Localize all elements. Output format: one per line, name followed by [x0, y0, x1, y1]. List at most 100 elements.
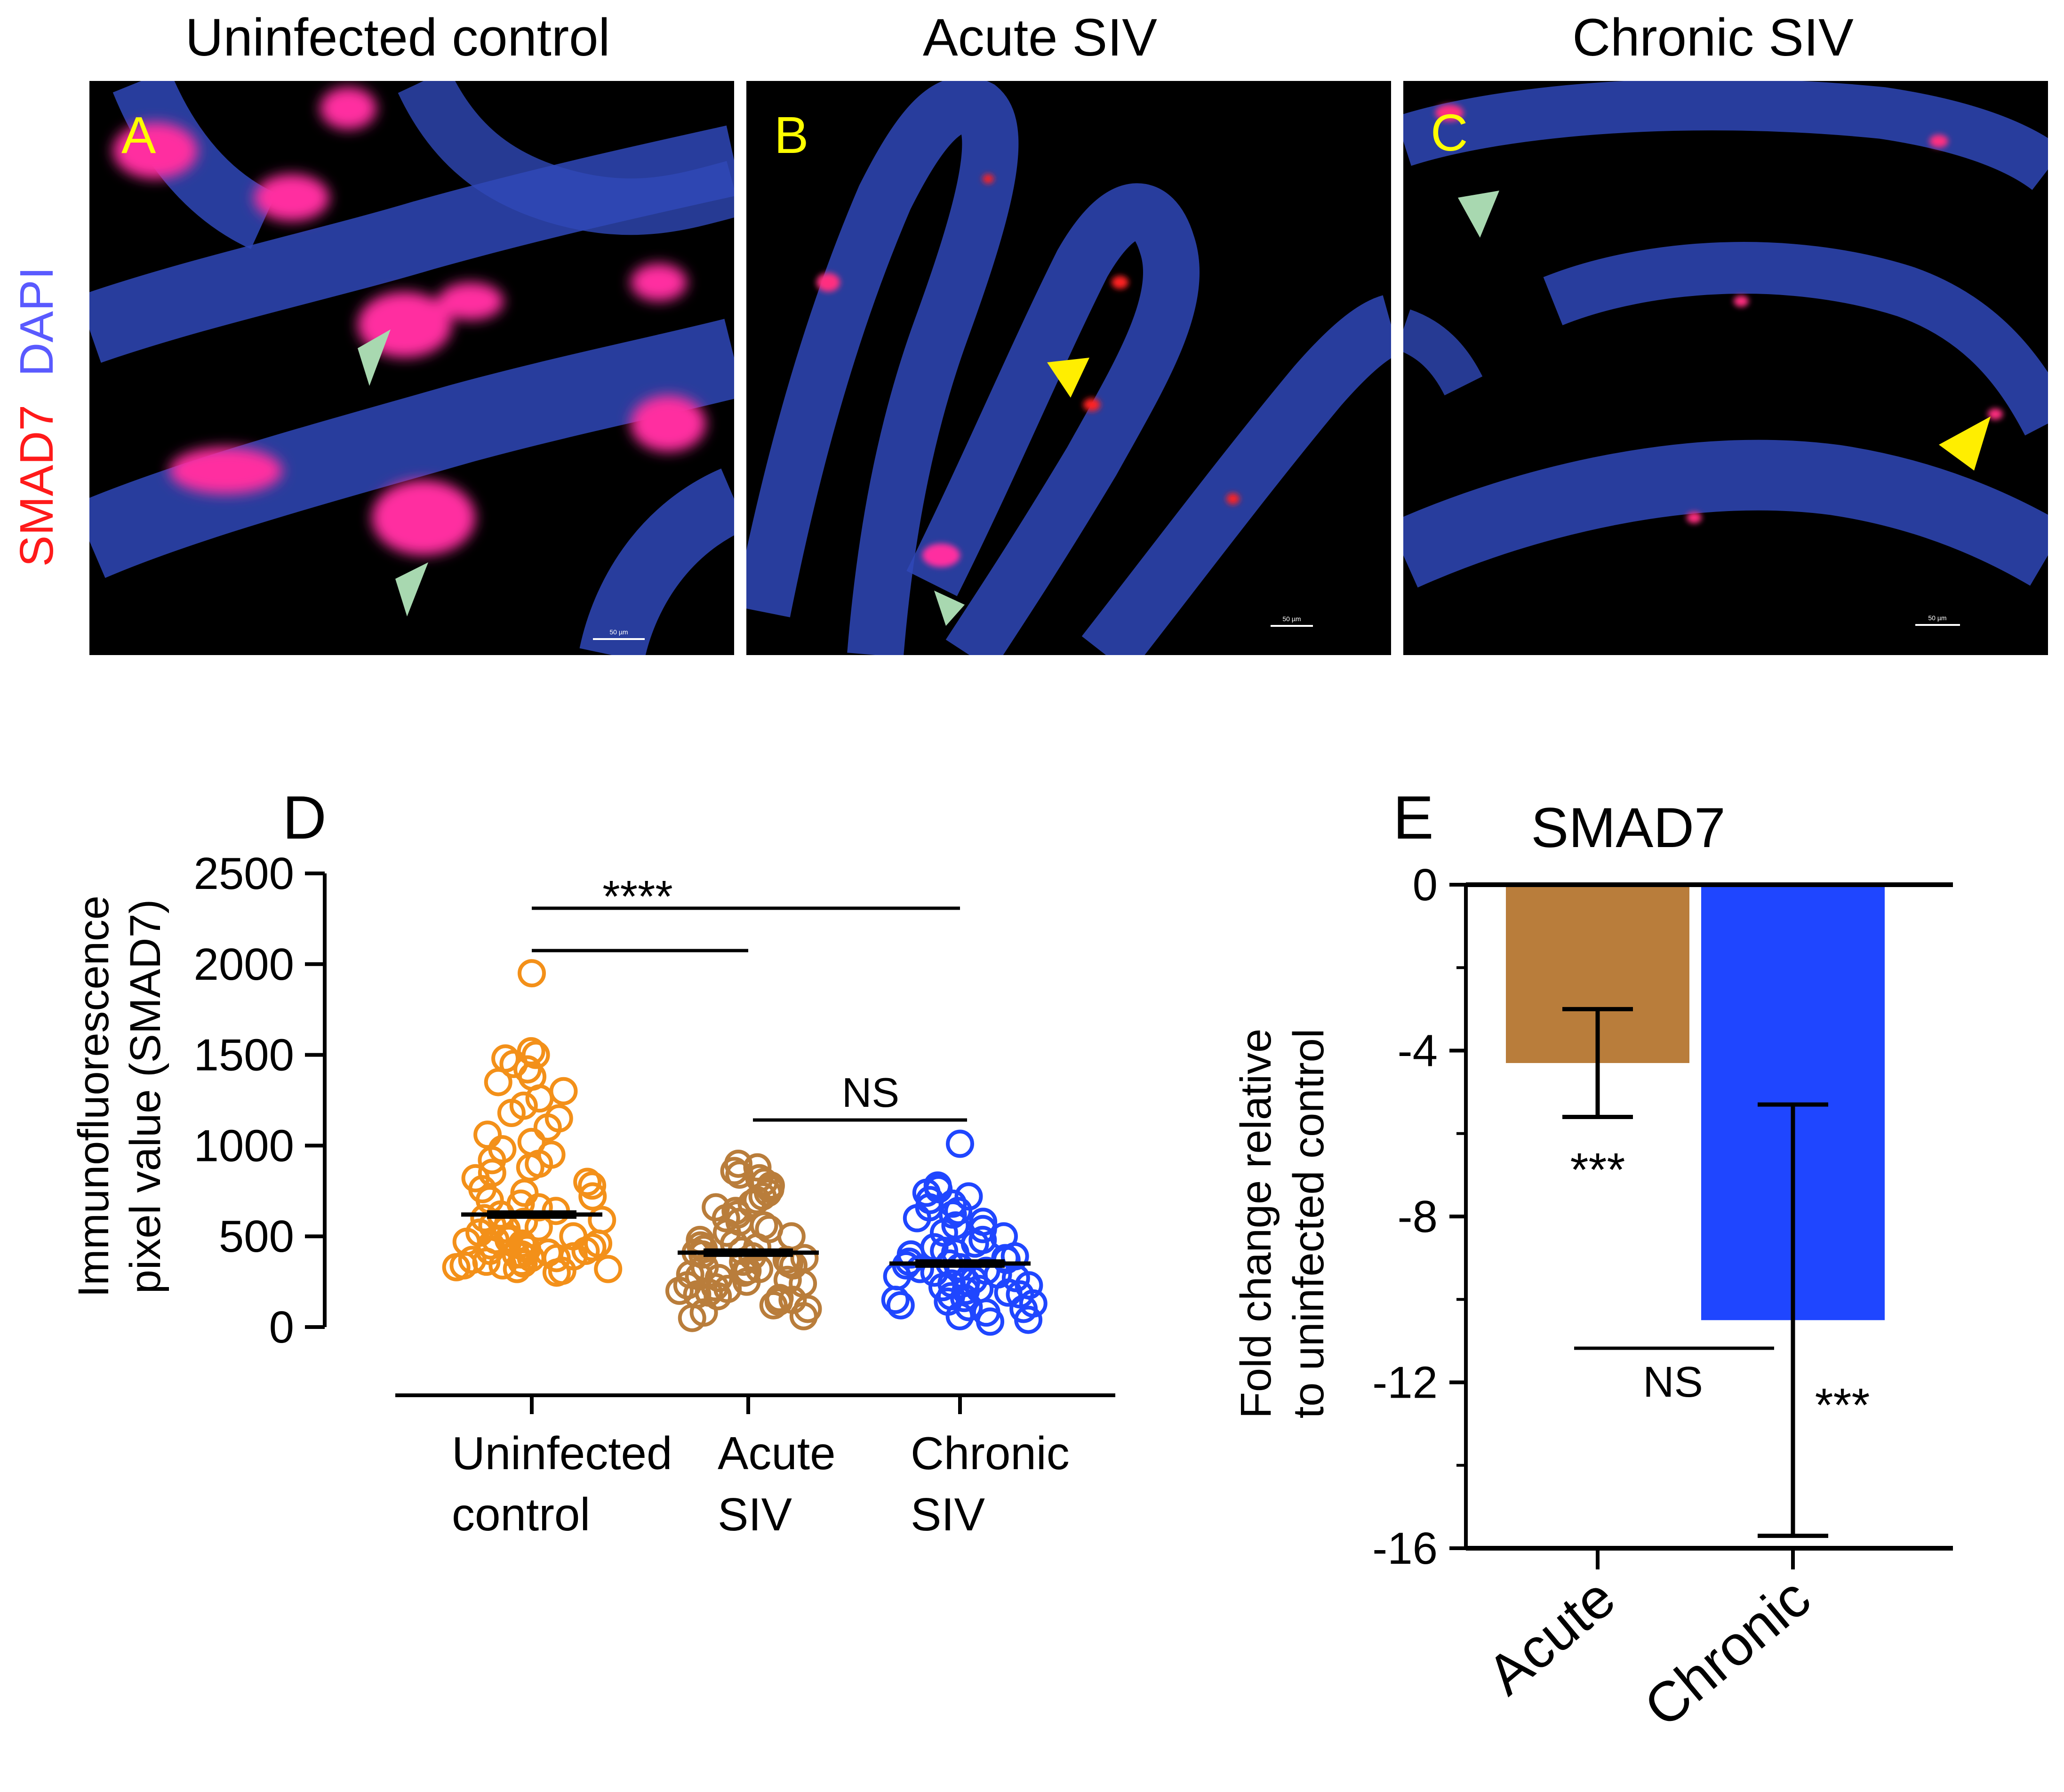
chart-e-title: SMAD7 — [1531, 796, 1725, 859]
data-point — [473, 1120, 502, 1149]
data-point — [954, 1293, 983, 1321]
chart-d-ytick-label: 500 — [219, 1211, 294, 1262]
panel-a-scale-bar: 50 µm — [593, 628, 645, 640]
panel-c-image — [1403, 81, 2048, 655]
data-point — [886, 1291, 915, 1320]
chart-e-x-ticks — [1596, 1548, 1795, 1569]
chart-e-sig-acute: *** — [1570, 1144, 1625, 1196]
data-point — [578, 1171, 607, 1200]
data-point — [549, 1077, 578, 1105]
arrow-yellow-b — [1047, 358, 1089, 398]
chart-d-significance-main: **** — [532, 872, 960, 952]
chart-e-ytick-label: 0 — [1413, 860, 1438, 910]
chart-e-ytick-label: -8 — [1398, 1192, 1438, 1242]
panel-b-title: Acute SIV — [923, 8, 1157, 67]
chart-d-mean-lines — [461, 1210, 1031, 1268]
chart-d-ytick-label: 1500 — [193, 1030, 294, 1080]
panel-b-scale-bar: 50 µm — [1271, 615, 1313, 627]
chart-e-ytick-label: -4 — [1398, 1026, 1438, 1076]
data-point — [944, 1197, 973, 1225]
panel-c-scale-text: 50 µm — [1928, 614, 1946, 622]
panel-c-tissue — [1403, 81, 2048, 588]
data-point — [442, 1253, 471, 1281]
chart-d-xlabel-uninfected-2: control — [452, 1488, 590, 1540]
data-point — [733, 1256, 762, 1285]
data-point — [508, 1229, 536, 1258]
data-point — [704, 1282, 732, 1311]
data-point — [764, 1288, 793, 1316]
panel-c-title: Chronic SIV — [1572, 8, 1854, 67]
chart-d-xlabel-uninfected-1: Uninfected — [452, 1427, 672, 1479]
panel-a-scale-text: 50 µm — [609, 628, 628, 636]
arrow-green-a1 — [358, 329, 391, 386]
micrograph-panel-c: Chronic SIV C 50 µm — [1403, 8, 2048, 655]
chart-e-ytick-label: -16 — [1372, 1523, 1438, 1574]
data-point — [484, 1068, 512, 1096]
data-point — [881, 1286, 910, 1314]
chart-e-ytick-label: -12 — [1372, 1358, 1438, 1408]
chart-d-y-ticks: 0 500 1000 1500 2000 2500 — [193, 848, 325, 1352]
stain-label-dapi: DAPI — [10, 267, 63, 376]
panel-c-letter: C — [1431, 104, 1468, 162]
data-point — [542, 1258, 571, 1287]
data-point — [518, 959, 546, 988]
panel-b-scale-text: 50 µm — [1282, 615, 1301, 623]
data-point — [720, 1157, 749, 1185]
arrow-yellow-c — [1939, 416, 1991, 471]
mean-sem-bar — [915, 1259, 1005, 1268]
data-point — [571, 1237, 600, 1265]
data-point — [588, 1206, 616, 1234]
arrow-green-b — [934, 591, 965, 626]
panel-a-title: Uninfected control — [185, 8, 610, 67]
chart-e-letter: E — [1393, 783, 1434, 852]
data-point — [732, 1267, 761, 1296]
data-point — [594, 1255, 623, 1283]
chart-d-ytick-label: 0 — [269, 1302, 294, 1352]
chart-d-ytick-label: 2500 — [193, 848, 294, 899]
mean-sem-bar — [487, 1210, 576, 1219]
panel-c-scale-bar: 50 µm — [1915, 614, 1960, 626]
chart-e-ylabel-line2: to uninfected control — [1285, 1029, 1333, 1419]
data-point — [976, 1307, 1005, 1336]
data-point — [516, 1153, 544, 1182]
chart-e-y-ticks: 0 -4 -8 -12 -16 — [1372, 860, 1466, 1574]
data-point — [772, 1246, 801, 1274]
chart-e-xlabel-chronic: Chronic — [1632, 1566, 1822, 1739]
data-point — [676, 1260, 704, 1289]
chart-e-error-bars — [1562, 1007, 1828, 1538]
chart-d-points — [442, 959, 1048, 1336]
data-point — [478, 1146, 506, 1175]
chart-d-ylabel-line1: Immunofluorescence — [70, 896, 118, 1297]
chart-d-ylabel-line2: pixel value (SMAD7) — [121, 899, 169, 1294]
data-point — [686, 1231, 715, 1260]
data-point — [499, 1049, 528, 1078]
data-point — [497, 1098, 526, 1127]
data-point — [712, 1204, 740, 1232]
micrograph-panel-b: Acute SIV B 50 µm — [746, 8, 1391, 655]
chart-d-x-ticks — [530, 1395, 962, 1414]
chart-d-letter: D — [282, 783, 327, 852]
micrograph-panel-a: Uninfected control A 50 — [89, 8, 734, 655]
chart-d-xlabel-chronic-1: Chronic — [911, 1427, 1070, 1479]
data-point — [994, 1278, 1023, 1307]
data-point — [903, 1204, 931, 1232]
chart-e-ns-text: NS — [1643, 1358, 1703, 1406]
chart-d-ytick-label: 2000 — [193, 939, 294, 990]
panel-b-tissue — [746, 81, 1391, 655]
arrow-green-c — [1458, 191, 1499, 238]
data-point — [678, 1304, 706, 1332]
data-point — [759, 1291, 788, 1320]
chart-d-ytick-label: 1000 — [193, 1120, 294, 1171]
data-point — [1014, 1305, 1043, 1334]
panel-b-letter: B — [774, 106, 808, 164]
data-point — [481, 1225, 510, 1254]
chart-e-ylabel-line1: Fold change relative — [1232, 1029, 1280, 1419]
data-point — [525, 1084, 554, 1113]
sig-d-main-text: **** — [602, 872, 672, 922]
data-point — [524, 1193, 553, 1222]
chart-e-ylabel: Fold change relative to uninfected contr… — [1232, 1029, 1333, 1419]
chart-d-xlabel-chronic-2: SIV — [911, 1488, 985, 1540]
data-point — [573, 1168, 602, 1196]
data-point — [533, 1113, 562, 1142]
